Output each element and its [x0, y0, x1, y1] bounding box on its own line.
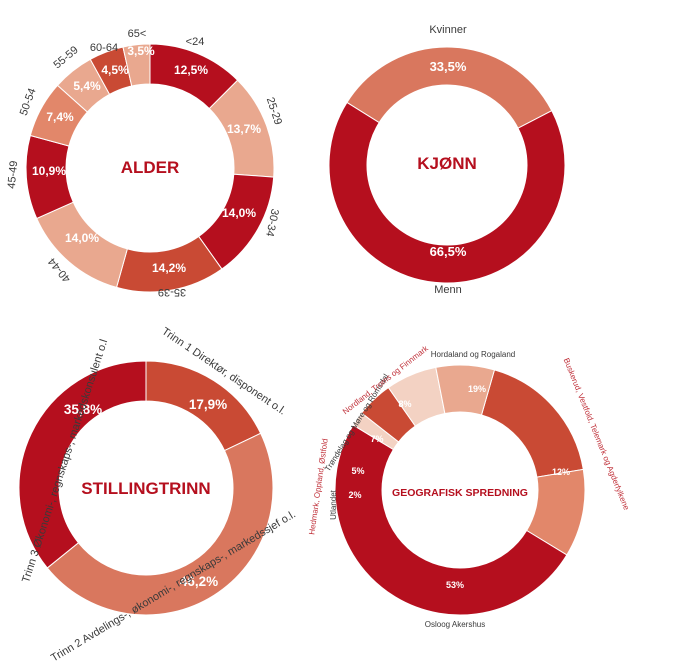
geografisk-slice-hordaland-rogaland: [480, 369, 584, 478]
geografisk-title: GEOGRAFISK SPREDNING: [392, 487, 528, 499]
alder-category-label: 60-64: [90, 42, 118, 54]
alder-category-label: 65<: [128, 28, 147, 40]
alder-value-label: 14,0%: [222, 206, 256, 220]
alder-title: ALDER: [121, 158, 180, 177]
alder-category-label: 45-49: [6, 160, 20, 189]
kjonn-slice-kvinner: [346, 46, 553, 129]
kjonn-category-label: Kvinner: [429, 24, 467, 36]
alder-value-label: 10,9%: [32, 164, 66, 178]
alder-value-label: 5,4%: [73, 79, 101, 93]
stillingtrinn-value-label: 46,2%: [180, 574, 218, 589]
stillingtrinn-slice-trinn-3: [18, 360, 147, 569]
kjonn-value-label: 33,5%: [430, 59, 467, 74]
geografisk-value-label: 2%: [348, 490, 361, 500]
alder-value-label: 4,5%: [101, 63, 129, 77]
alder-value-label: 14,0%: [65, 231, 99, 245]
geografisk-value-label: 8%: [398, 399, 411, 409]
kjonn-title: KJØNN: [417, 154, 477, 173]
stillingtrinn-value-label: 17,9%: [189, 397, 227, 412]
stillingtrinn-title: STILLINGTRINN: [81, 479, 210, 498]
alder-value-label: 13,7%: [227, 122, 261, 136]
alder-value-label: 3,5%: [127, 44, 155, 58]
geografisk-value-label: 53%: [446, 580, 464, 590]
alder-category-label: 55-59: [51, 44, 80, 71]
alder-category-label: 35-39: [158, 286, 186, 298]
geografisk-donut: [334, 364, 586, 616]
alder-category-label: 30-34: [263, 208, 281, 238]
kjonn-slice-menn: [328, 101, 566, 284]
alder-value-label: 12,5%: [174, 63, 208, 77]
geografisk-value-label: 19%: [468, 384, 486, 394]
geografisk-category-label: Hordaland og Rogaland: [431, 350, 516, 359]
geografisk-value-label: 5%: [351, 466, 364, 476]
alder-slice-65plus: [122, 43, 151, 87]
geografisk-slice-nordland-troms: [435, 364, 496, 416]
stillingtrinn-slice-trinn-2: [46, 432, 274, 616]
alder-value-label: 7,4%: [46, 110, 74, 124]
kjonn-donut: [328, 46, 566, 284]
alder-value-label: 14,2%: [152, 261, 186, 275]
alder-category-label: 50-54: [18, 87, 39, 118]
kjonn-value-label: 66,5%: [430, 244, 467, 259]
geografisk-category-label: Hedmark, Oppland, Østfold: [307, 438, 329, 535]
geografisk-category-label: Utlandet: [329, 489, 338, 520]
geografisk-value-label: 12%: [552, 467, 570, 477]
geografisk-value-label: 7%: [370, 434, 383, 444]
stillingtrinn-value-label: 35,8%: [64, 402, 102, 417]
alder-category-label: <24: [186, 36, 205, 48]
geografisk-slice-oslo-akershus: [334, 424, 568, 616]
alder-donut: [25, 43, 275, 293]
geografisk-category-label: Osloog Akershus: [425, 620, 485, 629]
alder-category-label: 25-29: [264, 96, 284, 126]
stillingtrinn-donut: [18, 360, 274, 616]
kjonn-category-label: Menn: [434, 284, 462, 296]
